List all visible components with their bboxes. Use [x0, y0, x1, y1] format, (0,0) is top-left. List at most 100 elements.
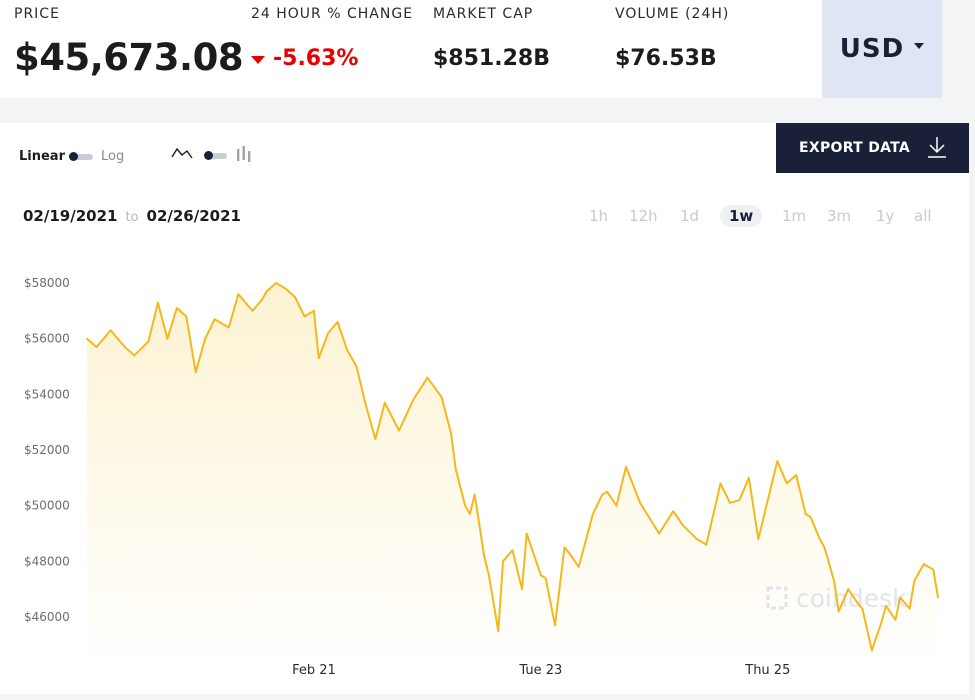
data-point — [497, 630, 500, 632]
data-point — [577, 566, 580, 568]
data-point — [365, 404, 367, 407]
currency-selected: USD — [839, 34, 905, 64]
chart-type-switch[interactable] — [204, 151, 227, 160]
data-point — [454, 468, 457, 471]
data-point — [412, 399, 415, 401]
range-tab-all[interactable]: all — [914, 207, 932, 225]
price-line — [86, 282, 939, 652]
data-point — [194, 371, 197, 373]
data-point — [488, 574, 490, 577]
data-point — [913, 579, 916, 582]
data-point — [383, 401, 386, 404]
change-value: -5.63% — [273, 46, 359, 71]
range-tab-1m[interactable]: 1m — [782, 207, 807, 225]
data-point — [818, 538, 821, 540]
price-value: $45,673.08 — [14, 36, 244, 79]
data-point — [540, 574, 542, 577]
data-point — [133, 354, 136, 357]
data-point — [639, 502, 641, 504]
date-to[interactable]: 02/26/2021 — [146, 207, 241, 225]
range-tab-1w[interactable]: 1w — [720, 205, 763, 227]
date-from[interactable]: 02/19/2021 — [23, 207, 118, 225]
data-point — [317, 357, 320, 360]
x-tick-label: Feb 21 — [292, 663, 336, 678]
range-tab-3m[interactable]: 3m — [827, 207, 852, 225]
data-point — [899, 596, 902, 599]
data-point — [681, 524, 684, 526]
y-tick-label: $54000 — [24, 387, 70, 401]
scale-log-label[interactable]: Log — [101, 149, 125, 164]
data-point — [327, 332, 329, 334]
download-icon — [928, 137, 946, 158]
data-point — [658, 532, 660, 535]
data-point — [776, 460, 779, 462]
data-point — [719, 482, 722, 485]
data-point — [355, 365, 358, 368]
change-value-row: -5.63% — [251, 46, 358, 71]
data-point — [847, 588, 850, 591]
coindesk-logo-icon — [766, 586, 788, 610]
scale-switch[interactable] — [69, 151, 93, 161]
data-point — [922, 563, 925, 565]
data-point — [568, 552, 571, 554]
volume-label: VOLUME (24H) — [615, 6, 730, 22]
data-point — [833, 579, 835, 582]
data-point — [592, 513, 594, 515]
range-tab-1h[interactable]: 1h — [589, 207, 609, 225]
data-point — [450, 432, 452, 435]
data-point — [525, 532, 528, 535]
data-point — [785, 482, 788, 485]
y-tick-label: $48000 — [24, 554, 70, 568]
data-point — [932, 568, 935, 571]
export-data-button[interactable]: EXPORT DATA — [776, 123, 969, 173]
data-point — [544, 577, 547, 579]
data-point — [213, 318, 216, 321]
data-point — [175, 307, 178, 309]
data-point — [937, 596, 939, 599]
price-label: PRICE — [14, 6, 60, 22]
data-point — [511, 549, 514, 552]
data-point — [766, 499, 769, 501]
data-point — [894, 618, 897, 621]
y-tick-label: $58000 — [24, 276, 70, 290]
data-point — [251, 309, 254, 312]
scale-toggle[interactable]: Linear Log — [19, 149, 124, 164]
data-point — [374, 438, 377, 440]
y-tick-label: $50000 — [24, 499, 70, 513]
price-area-fill — [87, 283, 938, 671]
line-chart-icon[interactable] — [171, 146, 193, 160]
data-point — [265, 290, 268, 293]
range-tab-12h[interactable]: 12h — [629, 207, 658, 225]
data-point — [748, 476, 750, 479]
y-tick-label: $46000 — [24, 610, 70, 624]
data-point — [469, 513, 471, 515]
data-point — [275, 282, 277, 284]
x-tick-label: Thu 25 — [744, 663, 790, 678]
data-point — [157, 301, 159, 304]
scale-linear-label[interactable]: Linear — [19, 149, 65, 164]
data-point — [823, 546, 826, 549]
range-tab-1d[interactable]: 1d — [680, 207, 700, 225]
volume-value: $76.53B — [615, 46, 717, 71]
range-tab-1y[interactable]: 1y — [876, 207, 895, 225]
data-point — [861, 607, 864, 610]
data-point — [738, 499, 741, 501]
data-point — [502, 560, 504, 563]
data-point — [123, 346, 126, 348]
candlestick-icon[interactable] — [236, 145, 252, 163]
data-point — [870, 649, 873, 652]
data-point — [303, 315, 306, 318]
data-point — [346, 348, 348, 351]
data-point — [880, 621, 883, 624]
data-point — [804, 513, 807, 515]
data-point — [885, 605, 887, 607]
data-point — [284, 287, 287, 290]
watermark-text: coindesk — [796, 584, 907, 613]
data-point — [615, 504, 618, 507]
data-point — [166, 337, 169, 340]
down-arrow-icon — [251, 55, 265, 64]
currency-dropdown[interactable]: USD — [822, 0, 942, 98]
data-point — [185, 315, 188, 318]
data-point — [398, 429, 400, 432]
data-point — [109, 329, 112, 332]
